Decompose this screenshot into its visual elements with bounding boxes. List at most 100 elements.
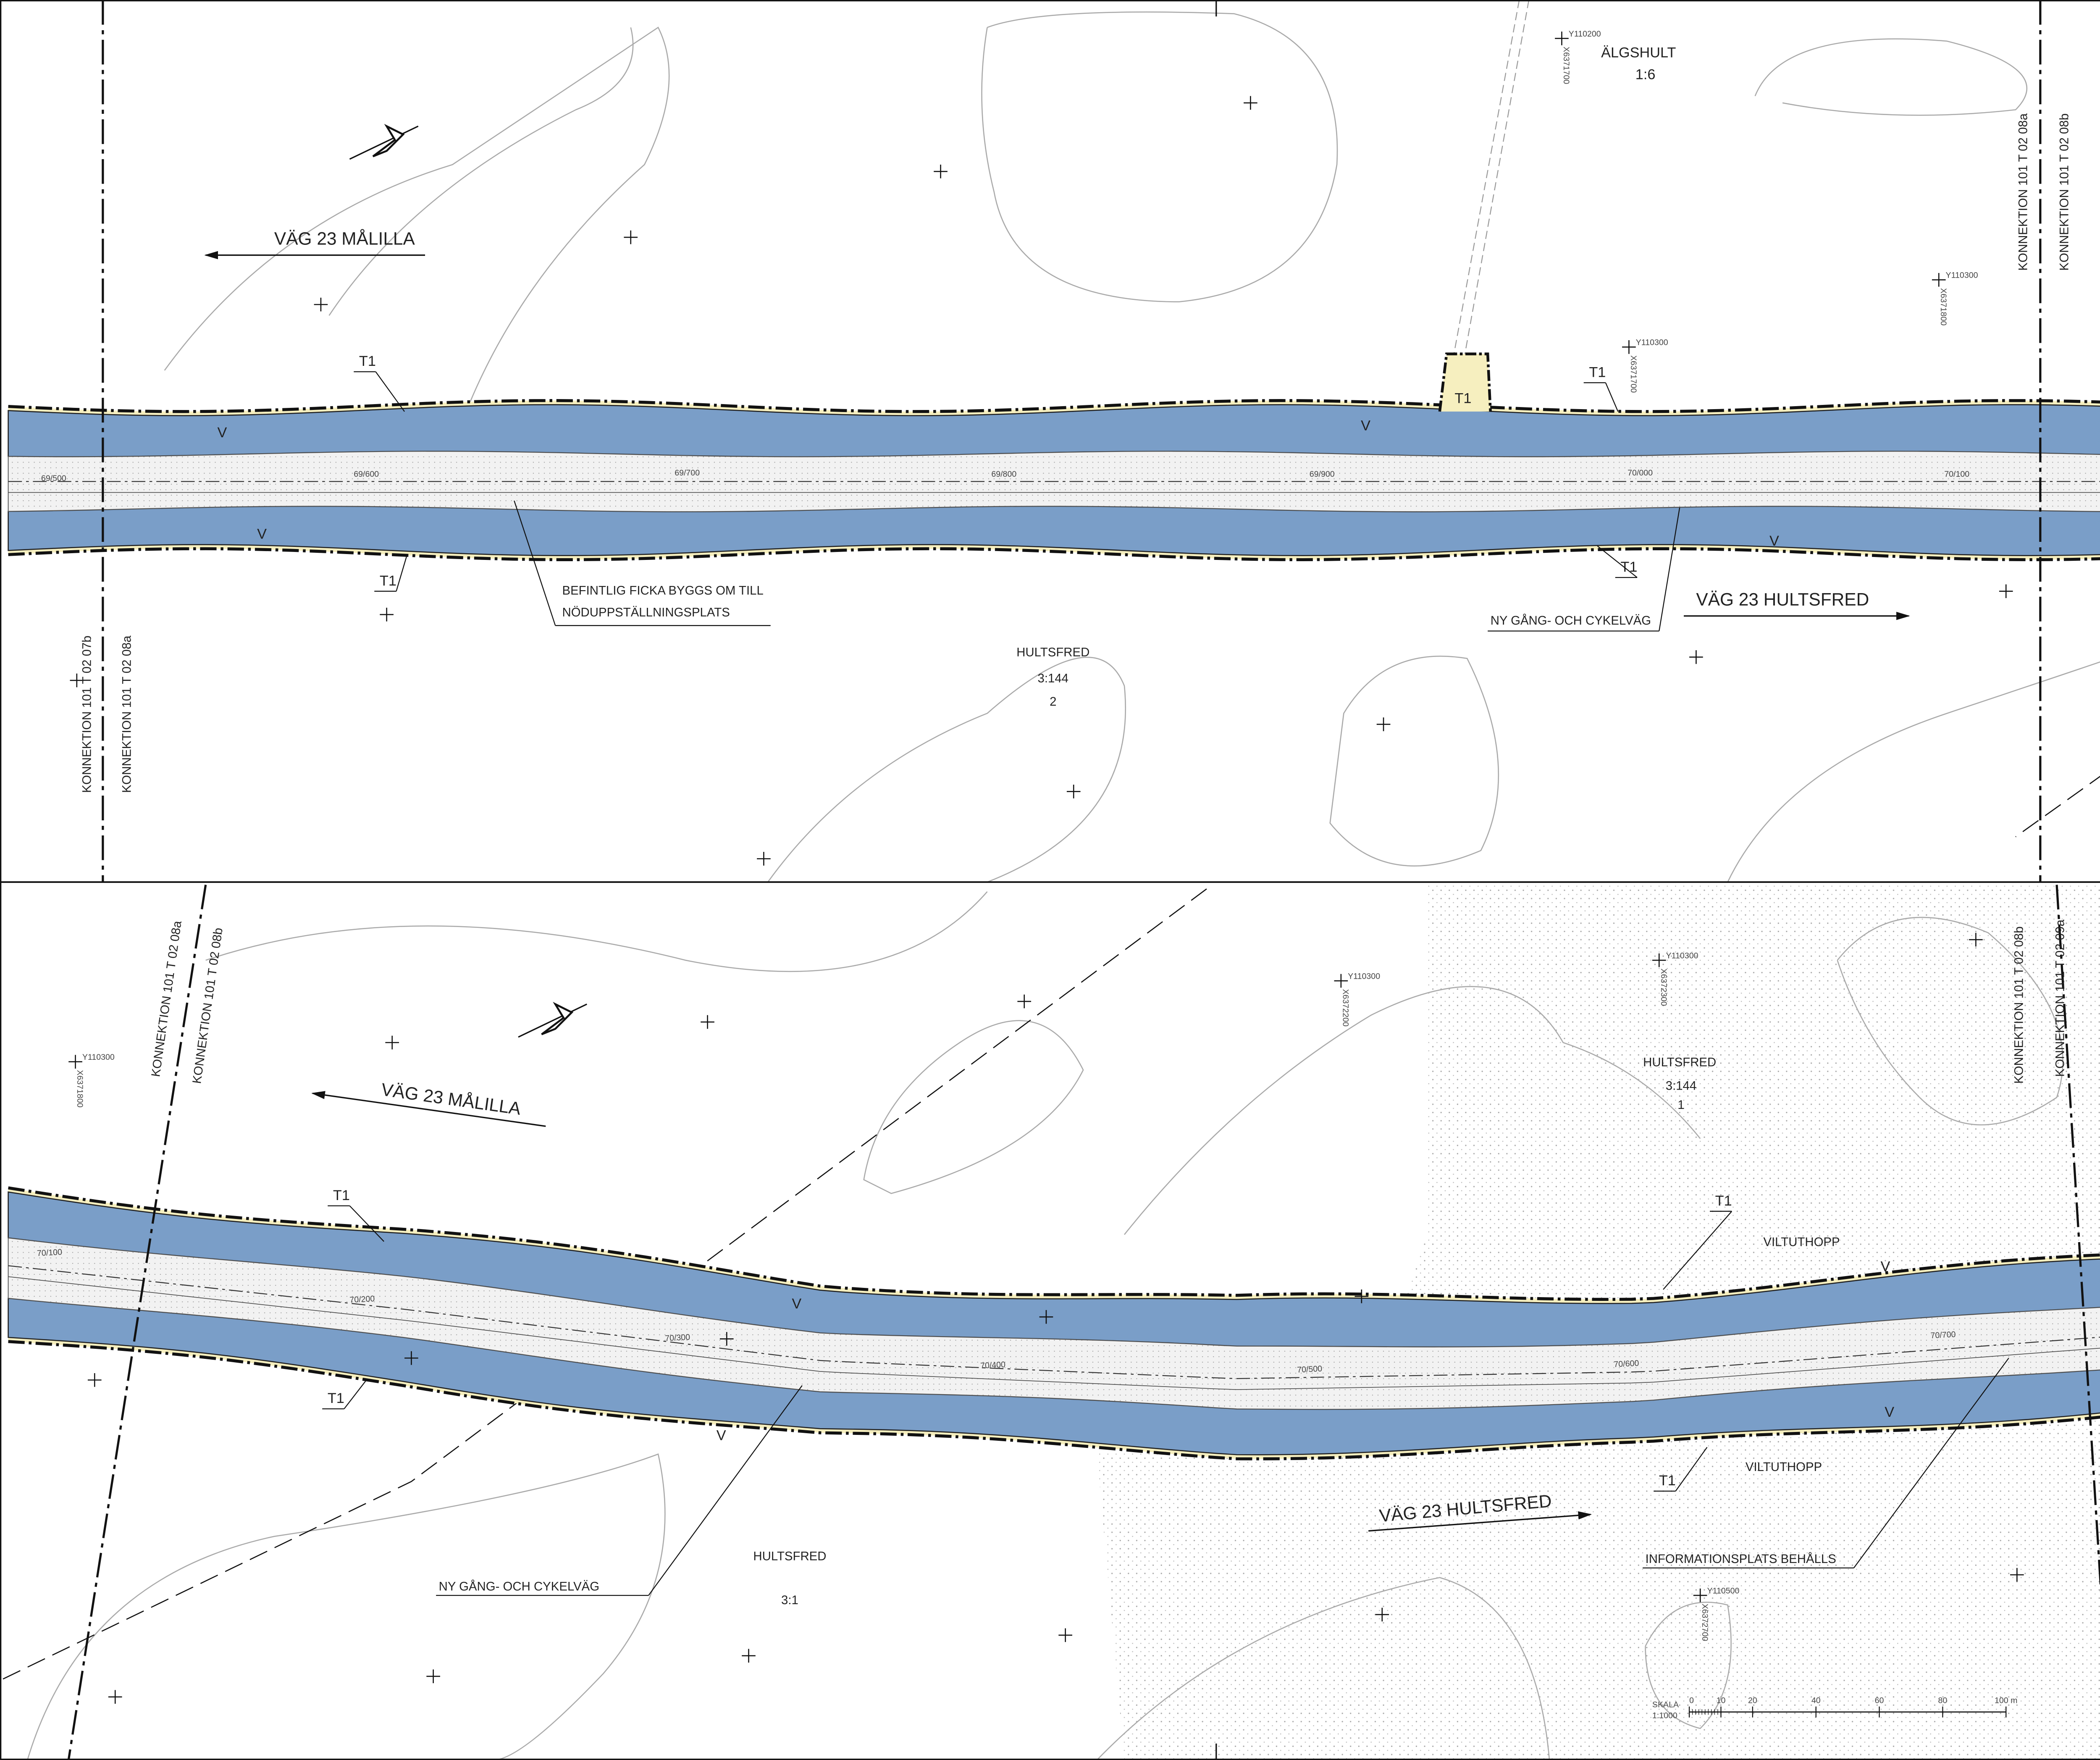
- top-road-ditch: [8, 404, 2100, 457]
- match-line-label: KONNEKTION 101 T 02 08b: [2057, 113, 2071, 271]
- north-arrow: [518, 1003, 587, 1038]
- coordinate-y: Y110300: [82, 1053, 115, 1062]
- coordinate-y: Y110300: [1666, 951, 1698, 960]
- match-line: [2055, 885, 2100, 1593]
- marker-label: V: [792, 1296, 801, 1312]
- contour: [27, 1453, 666, 1760]
- contour: [328, 27, 634, 316]
- north-arrow: [349, 125, 419, 160]
- property-number: 3:144: [1666, 1079, 1697, 1093]
- marker-label: V: [717, 1427, 726, 1443]
- contour: [205, 891, 988, 972]
- station-label: 70/700: [1930, 1330, 1956, 1340]
- top-road-boundary: [8, 547, 2100, 562]
- bottom-road-centerline: [8, 1265, 2100, 1379]
- bottom-road-boundary: [8, 1340, 2100, 1461]
- match-line-label: KONNEKTION 101 T 02 08a: [2016, 113, 2030, 271]
- note: INFORMATIONSPLATS BEHÅLLS: [1646, 1552, 1836, 1566]
- coordinate-y: Y110500: [1707, 1586, 1740, 1595]
- marker-label: V: [1361, 418, 1370, 434]
- station-label: 70/600: [1614, 1359, 1639, 1369]
- scale-tick-label: 0: [1689, 1696, 1694, 1705]
- coordinate-x: X6371800: [1939, 288, 1948, 326]
- marker-label: T1: [1659, 1473, 1676, 1489]
- contour: [1837, 917, 2063, 1126]
- coordinate-x: X6372200: [1341, 989, 1350, 1027]
- contour: [1645, 1602, 1732, 1729]
- match-line-label: KONNEKTION 101 T 02 08b: [190, 927, 226, 1085]
- station-label: 70/000: [1628, 468, 1653, 478]
- station-label: 70/500: [1297, 1364, 1323, 1375]
- station-label: 70/400: [980, 1360, 1006, 1371]
- station-label: 69/700: [675, 468, 700, 478]
- marker-label: V: [1769, 533, 1779, 549]
- property-name: HULTSFRED: [1643, 1056, 1716, 1069]
- marker-label: T1: [1454, 390, 1471, 406]
- coordinate-x: X6372300: [1659, 969, 1668, 1006]
- property-number: 2: [1050, 695, 1056, 709]
- marker-label: T1: [380, 573, 396, 589]
- station-label: 70/100: [1944, 470, 1969, 479]
- station-label: 69/900: [1310, 470, 1335, 479]
- contour: [1754, 38, 2028, 116]
- property-name: HULTSFRED: [753, 1549, 826, 1563]
- scale-tick-label: 40: [1811, 1696, 1821, 1705]
- leader: [396, 554, 408, 591]
- direction-arrow: [311, 1091, 546, 1127]
- note: NY GÅNG- OCH CYKELVÄG: [439, 1579, 599, 1593]
- station-label: 69/600: [354, 470, 379, 479]
- boundary-line: [2015, 775, 2100, 838]
- marker-label: T1: [328, 1390, 344, 1406]
- marker-label: T1: [1620, 559, 1637, 575]
- leader: [648, 1385, 803, 1596]
- note: VILTUTHOPP: [1746, 1460, 1822, 1474]
- property-name: ÄLGSHULT: [1601, 45, 1676, 60]
- north-arrow: [541, 1001, 574, 1035]
- contour: [767, 657, 1126, 883]
- match-line-label: KONNEKTION 101 T 02 07b: [80, 636, 94, 793]
- direction-arrow: [1368, 1511, 1592, 1532]
- contour: [1727, 661, 2100, 883]
- direction-label: VÄG 23 HULTSFRED: [1696, 590, 1869, 609]
- leader: [514, 500, 556, 626]
- station-label: 70/300: [665, 1332, 690, 1343]
- property-number: 1: [1677, 1098, 1684, 1112]
- contour: [981, 11, 1338, 302]
- coordinate-y: Y110200: [1569, 29, 1601, 39]
- contour: [1329, 655, 1499, 867]
- property-number: 3:1: [781, 1593, 798, 1607]
- scale-ratio: 1:1000: [1652, 1711, 1677, 1721]
- match-line: [67, 885, 207, 1760]
- top-road-verge: [8, 544, 2100, 560]
- marker-label: V: [257, 526, 267, 542]
- scale-title: SKALA: [1652, 1700, 1679, 1710]
- leader: [1853, 1358, 2009, 1568]
- marker-label: V: [217, 425, 227, 441]
- scale-tick-label: 80: [1938, 1696, 1947, 1705]
- marker-label: V: [1880, 1259, 1890, 1275]
- coordinate-y: Y110300: [1348, 972, 1380, 981]
- marker-label: T1: [333, 1187, 350, 1203]
- property-number: 1:6: [1635, 67, 1656, 83]
- scale-tick-label: 10: [1717, 1696, 1726, 1705]
- note: NY GÅNG- OCH CYKELVÄG: [1491, 614, 1651, 628]
- leader: [1659, 507, 1680, 631]
- direction-label: VÄG 23 MÅLILLA: [274, 229, 415, 249]
- bottom-road-boundary: [8, 1186, 2100, 1301]
- contour: [164, 26, 670, 412]
- station-label: 69/800: [991, 470, 1016, 479]
- leader: [349, 1205, 384, 1242]
- boundary-line: [0, 888, 1207, 1681]
- coordinate-y: Y110300: [1636, 338, 1668, 347]
- note: NÖDUPPSTÄLLNINGSPLATS: [562, 606, 730, 620]
- leader: [1675, 1447, 1708, 1492]
- match-line-label: KONNEKTION 101 T 02 08a: [120, 635, 134, 793]
- bottom-road-carriageway: [8, 1237, 2100, 1410]
- top-road-boundary: [8, 399, 2100, 413]
- leader: [344, 1378, 368, 1409]
- match-line-label: KONNEKTION 101 T 02 09a: [2053, 919, 2067, 1077]
